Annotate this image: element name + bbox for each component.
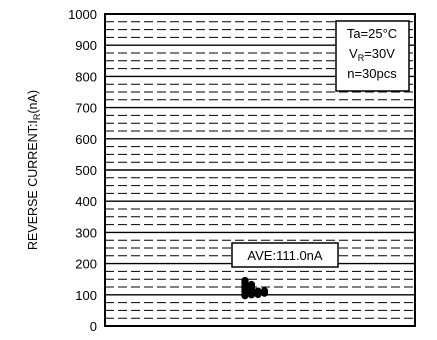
condition-sample-count: n=30pcs bbox=[347, 66, 397, 81]
y-tick-label: 600 bbox=[75, 132, 97, 147]
horizontal-gridlines bbox=[105, 21, 415, 319]
y-tick-label: 400 bbox=[75, 194, 97, 209]
y-tick-label: 700 bbox=[75, 101, 97, 116]
y-tick-label: 500 bbox=[75, 163, 97, 178]
average-box bbox=[231, 242, 339, 268]
conditions-legend-box bbox=[335, 20, 410, 92]
data-point bbox=[260, 287, 269, 295]
data-points bbox=[241, 276, 269, 300]
y-tick-label: 800 bbox=[75, 69, 97, 84]
data-point bbox=[247, 280, 256, 289]
plot-frame bbox=[104, 13, 416, 327]
y-tick-label: 1000 bbox=[68, 7, 97, 22]
y-tick-label: 300 bbox=[75, 225, 97, 240]
average-label: AVE:111.0nA bbox=[247, 248, 322, 263]
y-tick-labels: 0 100 200 300 400 500 600 700 800 900 1000 bbox=[68, 7, 97, 334]
y-tick-label: 0 bbox=[90, 319, 97, 334]
conditions-legend: Ta=25°C VR=30V n=30pcs bbox=[335, 20, 410, 92]
y-tick-label: 100 bbox=[75, 288, 97, 303]
data-point bbox=[254, 287, 262, 295]
y-tick-label: 200 bbox=[75, 257, 97, 272]
condition-temperature: Ta=25°C bbox=[347, 26, 397, 41]
y-tick-label: 900 bbox=[75, 38, 97, 53]
average-annotation: AVE:111.0nA bbox=[231, 242, 339, 268]
condition-voltage: VR=30V bbox=[349, 46, 395, 63]
y-axis-label: REVERSE CURRENT:IR(nA) bbox=[26, 90, 42, 250]
data-point bbox=[241, 276, 249, 285]
